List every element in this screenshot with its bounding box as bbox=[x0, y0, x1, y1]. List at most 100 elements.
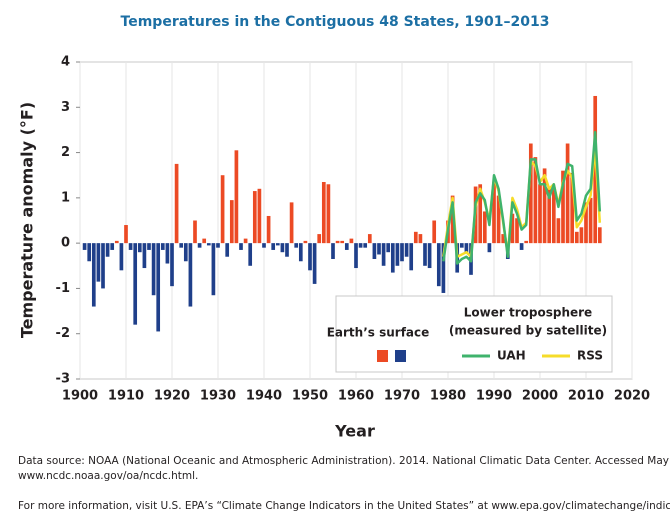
bar bbox=[510, 213, 515, 244]
bar bbox=[331, 243, 335, 259]
bar bbox=[496, 195, 501, 244]
x-tick-label: 1900 bbox=[62, 389, 98, 404]
bar bbox=[344, 243, 349, 250]
x-tick-label: 1930 bbox=[200, 389, 236, 404]
bar bbox=[156, 243, 161, 332]
bar bbox=[243, 238, 248, 244]
bar bbox=[579, 227, 584, 244]
legend-swatch bbox=[395, 350, 406, 362]
bar bbox=[354, 243, 358, 269]
y-tick-label: 4 bbox=[61, 55, 70, 70]
bar bbox=[335, 240, 340, 244]
bar bbox=[137, 243, 142, 253]
bar bbox=[400, 243, 404, 262]
bar bbox=[349, 238, 354, 244]
bar bbox=[377, 243, 381, 255]
bar bbox=[262, 243, 266, 248]
bar bbox=[174, 163, 179, 244]
line bbox=[442, 130, 602, 265]
bar bbox=[220, 175, 225, 244]
bar bbox=[101, 243, 105, 289]
bar bbox=[381, 243, 386, 266]
bar bbox=[151, 243, 156, 296]
bar bbox=[239, 243, 243, 250]
chart-title: Temperatures in the Contiguous 48 States… bbox=[121, 14, 550, 30]
legend-heading: Lower troposphere bbox=[464, 306, 592, 320]
bar bbox=[317, 234, 322, 244]
y-tick-label: 0 bbox=[61, 236, 70, 251]
bar bbox=[165, 243, 170, 264]
x-axis-label: Year bbox=[334, 422, 375, 441]
bar bbox=[487, 243, 492, 253]
bar bbox=[561, 170, 565, 244]
legend-swatch bbox=[377, 350, 388, 362]
bar bbox=[298, 243, 303, 262]
bar bbox=[404, 243, 409, 257]
bar bbox=[395, 243, 400, 266]
legend-box bbox=[335, 295, 613, 373]
legend-heading: (measured by satellite) bbox=[449, 324, 607, 338]
bar bbox=[119, 243, 124, 271]
bar bbox=[266, 215, 271, 244]
y-axis-label: Temperature anomaly (°F) bbox=[18, 102, 37, 338]
bar bbox=[133, 243, 138, 325]
bar bbox=[367, 234, 372, 244]
bar bbox=[82, 243, 87, 250]
bar bbox=[321, 182, 326, 244]
bar bbox=[570, 172, 575, 244]
bar bbox=[257, 188, 262, 244]
bar bbox=[528, 143, 533, 244]
bar bbox=[593, 95, 598, 244]
x-tick-label: 1950 bbox=[292, 389, 328, 404]
bar bbox=[542, 168, 547, 244]
bar bbox=[524, 240, 529, 244]
bar bbox=[179, 243, 184, 248]
y-tick-label: -1 bbox=[56, 281, 70, 296]
y-tick-label: -3 bbox=[56, 372, 70, 387]
bar bbox=[271, 243, 276, 250]
bar bbox=[188, 243, 193, 307]
bar bbox=[183, 243, 188, 262]
bar bbox=[538, 184, 542, 244]
bar bbox=[418, 234, 423, 244]
bar bbox=[229, 200, 234, 244]
bar bbox=[492, 182, 496, 244]
bar bbox=[574, 231, 579, 244]
x-tick-label: 1980 bbox=[430, 389, 466, 404]
x-tick-label: 2000 bbox=[522, 389, 558, 404]
bar bbox=[252, 191, 257, 244]
bar bbox=[556, 218, 561, 244]
bar bbox=[289, 202, 294, 244]
bar bbox=[565, 143, 570, 244]
x-tick-label: 1970 bbox=[384, 389, 420, 404]
bar bbox=[87, 243, 92, 262]
bar bbox=[206, 243, 211, 246]
bar bbox=[423, 243, 427, 266]
bar bbox=[225, 243, 230, 257]
bar bbox=[409, 243, 414, 271]
bar bbox=[386, 243, 391, 253]
bar bbox=[275, 243, 280, 246]
bar bbox=[515, 218, 519, 244]
bar bbox=[427, 243, 432, 269]
bar bbox=[358, 243, 363, 248]
x-tick-label: 1990 bbox=[476, 389, 512, 404]
bar bbox=[124, 225, 128, 244]
bar bbox=[478, 184, 483, 244]
bar bbox=[482, 211, 487, 244]
bar bbox=[464, 243, 469, 253]
bar bbox=[551, 188, 556, 244]
note: For more information, visit U.S. EPA’s “… bbox=[18, 500, 670, 512]
bar bbox=[294, 243, 299, 248]
bar bbox=[312, 243, 317, 284]
bar bbox=[280, 243, 285, 253]
bar bbox=[547, 186, 552, 244]
bar bbox=[110, 243, 115, 250]
bar bbox=[432, 220, 437, 244]
y-tick-label: 2 bbox=[61, 145, 70, 160]
bar bbox=[519, 243, 524, 250]
bar bbox=[436, 243, 441, 287]
bar bbox=[128, 243, 133, 250]
x-tick-label: 1910 bbox=[108, 389, 144, 404]
x-tick-label: 2010 bbox=[568, 389, 604, 404]
